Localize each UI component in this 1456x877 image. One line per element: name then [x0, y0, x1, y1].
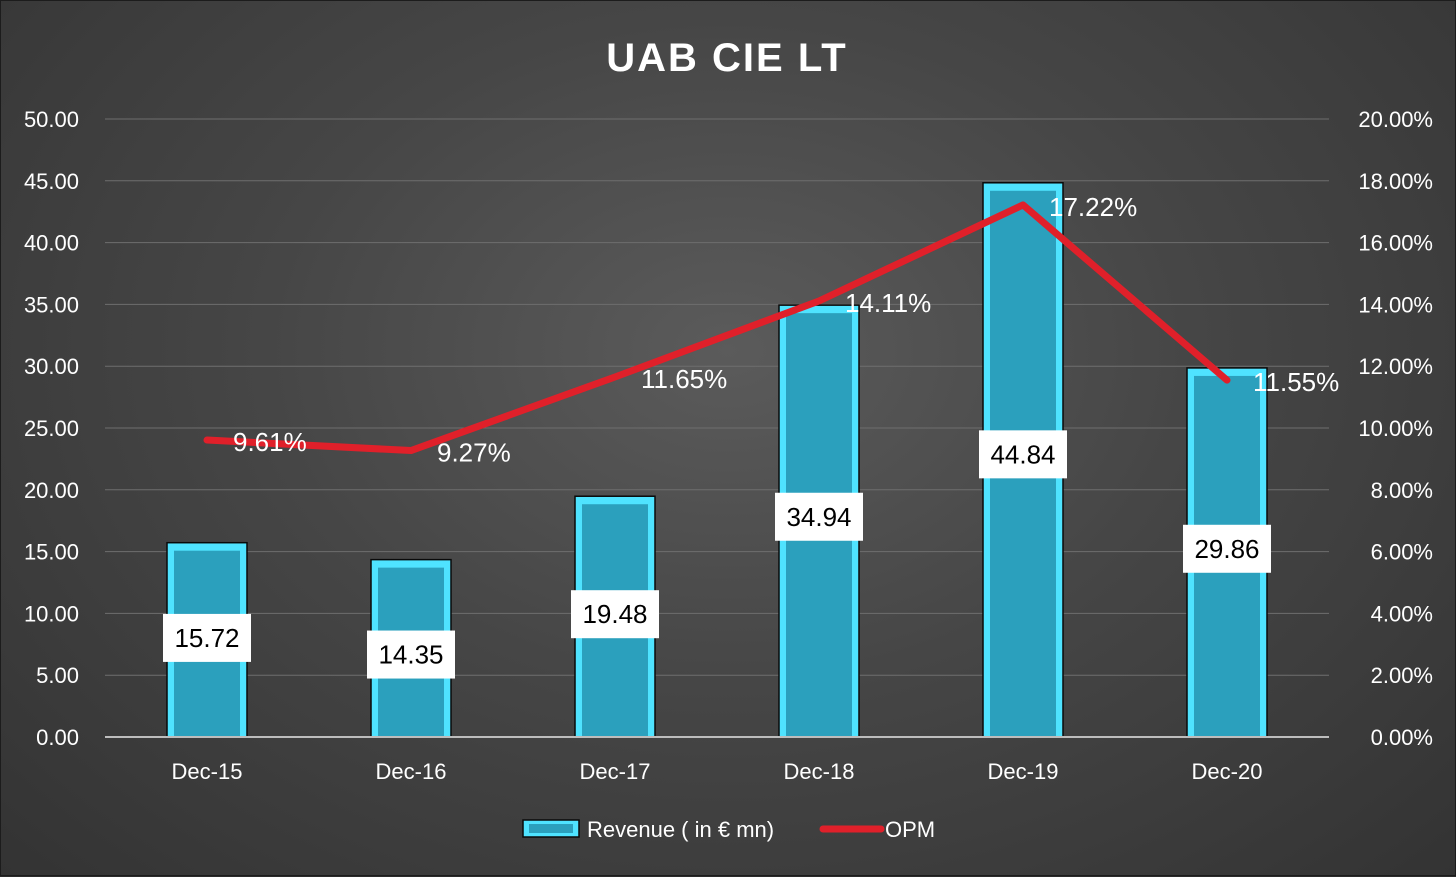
y-left-tick-label: 0.00 — [36, 725, 79, 750]
y-left-tick-label: 10.00 — [24, 601, 79, 626]
bar-value-label: 34.94 — [786, 502, 851, 532]
bar-value-label: 29.86 — [1194, 534, 1259, 564]
bar-value-label-box — [571, 590, 659, 639]
bar-value-label: 14.35 — [378, 640, 443, 670]
y-right-tick-label: 0.00% — [1371, 725, 1433, 750]
bar-value-label-box — [367, 630, 455, 679]
bar-value-label-box — [163, 613, 251, 662]
x-tick-label: Dec-17 — [580, 759, 651, 784]
legend-label-revenue: Revenue ( in € mn) — [587, 817, 774, 842]
opm-data-label: 9.61% — [233, 427, 307, 457]
opm-data-label: 11.65% — [641, 364, 727, 394]
y-right-tick-label: 20.00% — [1358, 107, 1433, 132]
y-right-tick-label: 8.00% — [1371, 478, 1433, 503]
x-tick-label: Dec-15 — [172, 759, 243, 784]
y-right-tick-label: 14.00% — [1358, 292, 1433, 317]
bar-value-label-box — [775, 492, 863, 541]
y-left-tick-label: 15.00 — [24, 540, 79, 565]
opm-data-label: 9.27% — [437, 438, 511, 468]
y-right-tick-label: 4.00% — [1371, 601, 1433, 626]
x-tick-label: Dec-18 — [784, 759, 855, 784]
bar-value-label: 44.84 — [990, 439, 1055, 469]
y-right-tick-label: 6.00% — [1371, 540, 1433, 565]
x-tick-label: Dec-19 — [988, 759, 1059, 784]
bar-value-label-box — [1183, 524, 1271, 573]
legend-label-opm: OPM — [885, 817, 935, 842]
y-right-tick-label: 10.00% — [1358, 416, 1433, 441]
bar-value-label: 15.72 — [174, 623, 239, 653]
x-tick-label: Dec-20 — [1192, 759, 1263, 784]
opm-data-label: 11.55% — [1253, 367, 1339, 397]
y-left-tick-label: 45.00 — [24, 169, 79, 194]
y-left-tick-label: 20.00 — [24, 478, 79, 503]
chart-title: UAB CIE LT — [606, 36, 847, 80]
y-left-tick-label: 35.00 — [24, 292, 79, 317]
y-right-tick-label: 18.00% — [1358, 169, 1433, 194]
x-tick-label: Dec-16 — [376, 759, 447, 784]
y-right-tick-label: 16.00% — [1358, 231, 1433, 256]
opm-data-label: 14.11% — [845, 288, 931, 318]
y-left-tick-label: 25.00 — [24, 416, 79, 441]
y-left-tick-label: 50.00 — [24, 107, 79, 132]
legend-swatch-revenue-face — [529, 824, 573, 833]
bar-value-label-box — [979, 430, 1067, 479]
y-left-tick-label: 40.00 — [24, 231, 79, 256]
y-right-tick-label: 2.00% — [1371, 663, 1433, 688]
y-left-tick-label: 30.00 — [24, 354, 79, 379]
y-left-tick-label: 5.00 — [36, 663, 79, 688]
y-right-tick-label: 12.00% — [1358, 354, 1433, 379]
bar-value-label: 19.48 — [582, 599, 647, 629]
opm-line — [203, 201, 1231, 455]
opm-data-label: 17.22% — [1049, 192, 1137, 222]
